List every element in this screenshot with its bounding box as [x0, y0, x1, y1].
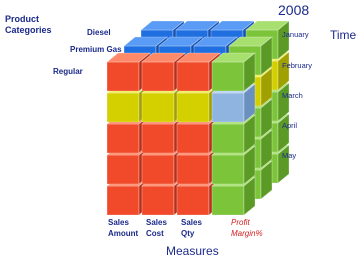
cube-face — [177, 155, 209, 184]
cube-diagram: Product Categories Diesel Premium Gas Re… — [0, 0, 359, 258]
month-label: February — [282, 61, 312, 70]
month-label: April — [282, 121, 297, 130]
cube-face — [142, 155, 174, 184]
cube-face — [142, 93, 174, 122]
cube-face — [107, 155, 139, 184]
product-label: Diesel — [87, 27, 111, 38]
cube-face — [142, 62, 174, 91]
cube-face — [107, 93, 139, 122]
year: 2008 — [278, 2, 309, 18]
time-label: Time — [330, 28, 356, 42]
cube-face — [107, 124, 139, 153]
cube-face — [177, 186, 209, 215]
cube-face — [212, 155, 244, 184]
measure-label: Sales Qty — [181, 217, 209, 239]
cube-face — [177, 62, 209, 91]
cube-face — [212, 124, 244, 153]
cube-face — [212, 93, 244, 122]
product-label: Premium Gas — [70, 44, 122, 55]
month-label: January — [282, 30, 309, 39]
measure-label: Sales Amount — [108, 217, 140, 239]
cube-face — [142, 186, 174, 215]
cube-face — [177, 124, 209, 153]
measures-title: Measures — [166, 244, 219, 258]
product-label: Regular — [53, 66, 83, 77]
cube-face — [212, 186, 244, 215]
cube-face — [107, 186, 139, 215]
cube-face — [107, 62, 139, 91]
measure-label: Sales Cost — [146, 217, 176, 239]
month-label: May — [282, 151, 296, 160]
cube-face — [212, 62, 244, 91]
cube-face — [177, 93, 209, 122]
month-label: March — [282, 91, 303, 100]
product-title: Product Categories — [5, 14, 65, 36]
measure-label: Profit Margin% — [231, 217, 267, 239]
cube-face — [142, 124, 174, 153]
